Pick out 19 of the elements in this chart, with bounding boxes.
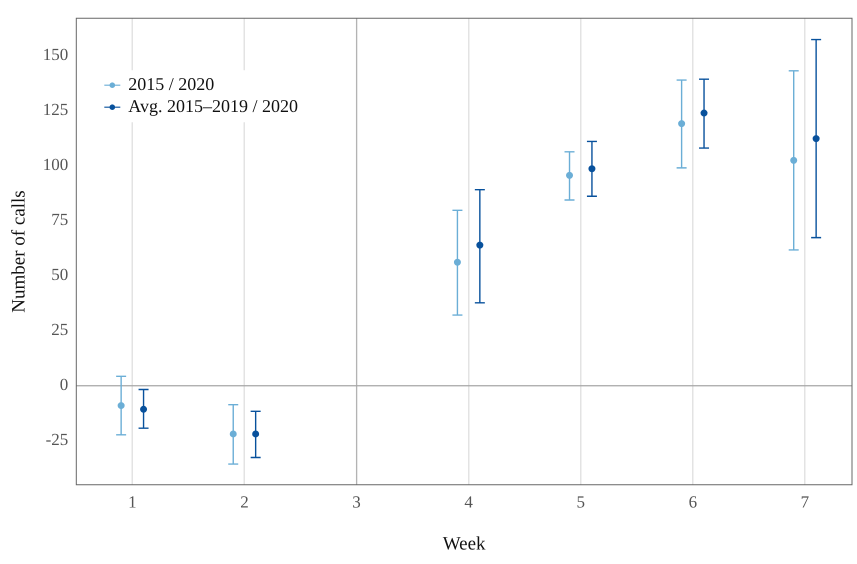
legend-label: 2015 / 2020	[128, 74, 214, 94]
y-tick-label: 75	[51, 210, 68, 230]
y-tick-label: -25	[46, 430, 68, 450]
y-tick-label: 50	[51, 265, 68, 284]
y-tick-label: 0	[60, 375, 68, 394]
x-tick-label: 4	[464, 492, 474, 512]
y-tick-label: 125	[42, 100, 68, 120]
x-tick-label: 6	[688, 492, 698, 512]
x-tick-label: 2	[240, 492, 249, 512]
x-axis-title: Week	[442, 534, 486, 555]
y-tick-label: 150	[42, 45, 68, 64]
y-tick-label: 100	[42, 155, 68, 174]
x-tick-label: 5	[576, 492, 585, 512]
x-tick-label: 3	[352, 492, 361, 512]
y-axis-title: Number of calls	[8, 190, 30, 313]
y-tick-label: 25	[51, 320, 68, 340]
legend-label: Avg. 2015–2019 / 2020	[128, 96, 298, 116]
x-tick-label: 1	[128, 492, 137, 512]
x-tick-label: 7	[800, 492, 810, 512]
